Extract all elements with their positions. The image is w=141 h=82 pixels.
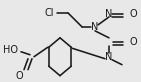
Text: O: O: [129, 37, 137, 47]
Text: N: N: [105, 9, 113, 19]
Text: N: N: [105, 52, 113, 62]
Text: N: N: [91, 22, 99, 32]
Text: HO: HO: [4, 45, 18, 55]
Text: O: O: [129, 9, 137, 19]
Text: O: O: [15, 71, 23, 81]
Text: Cl: Cl: [44, 8, 54, 18]
